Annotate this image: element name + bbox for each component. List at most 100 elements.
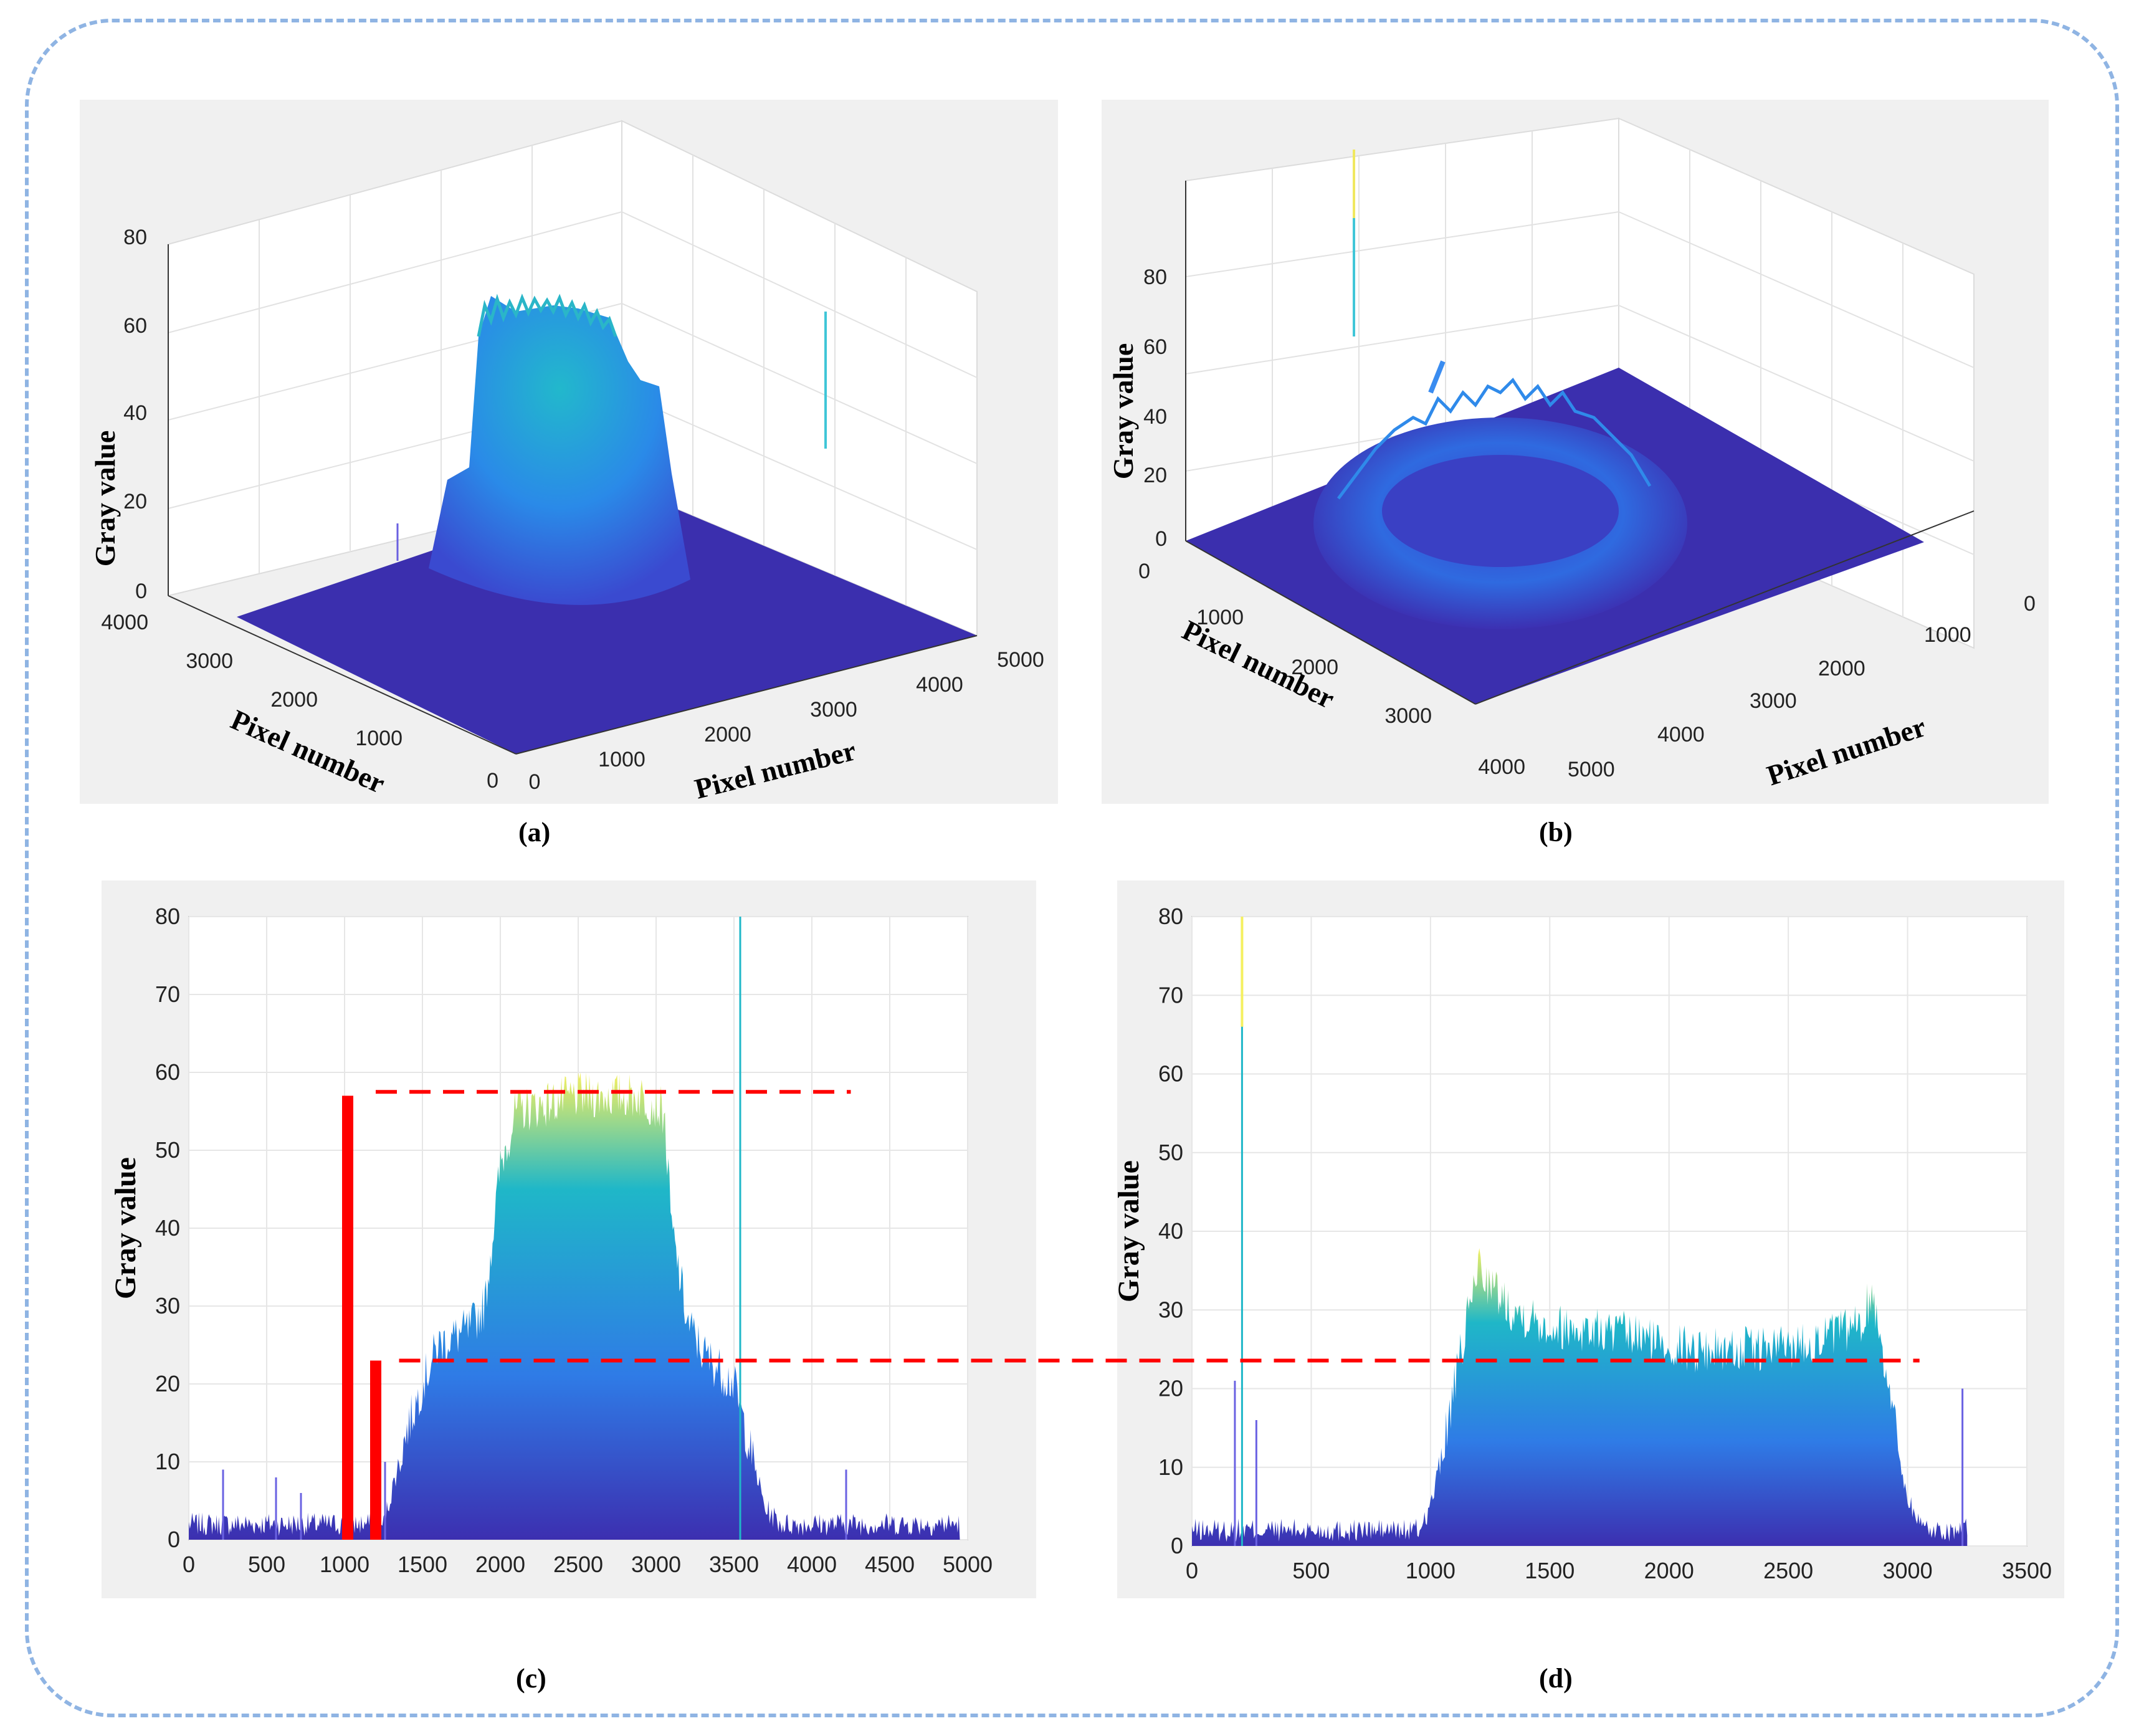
- y-tick-label: 80: [155, 904, 180, 929]
- y-axis: [168, 595, 517, 755]
- y-tick-label: 40: [1158, 1218, 1183, 1244]
- panel-c-svg: 0 500 1000 1500 2000 2500 3000 3500 4000 4500 5000…: [109, 904, 993, 1598]
- panel-b-svg: 80 60 40 20 0 0 1000 2000 3000 4000 0 10…: [1107, 117, 2036, 791]
- z-tick: 60: [1143, 335, 1167, 359]
- y-axis-label: Gray value: [1117, 1160, 1145, 1302]
- x-tick: 2000: [1818, 657, 1865, 680]
- z-tick: 0: [135, 579, 147, 603]
- y-tick-label: 60: [1158, 1061, 1183, 1087]
- x-tick: 4000: [916, 673, 963, 697]
- y-tick-label: 20: [1158, 1376, 1183, 1401]
- x-axis-label: Pixel number: [492, 1596, 664, 1598]
- y-tick-label: 10: [155, 1449, 180, 1474]
- ring-noise: [1337, 378, 1652, 500]
- y-tick-label: 0: [168, 1527, 180, 1552]
- x-tick-label: 500: [248, 1552, 285, 1577]
- y-tick: 2000: [1291, 656, 1338, 679]
- panel-a-svg: 80 60 40 20 0 4000 3000 2000 1000 0 0 10…: [89, 120, 1044, 804]
- z-tick: 80: [1143, 265, 1167, 289]
- x-axis-label: Pixel number: [1763, 710, 1930, 791]
- x-tick-label: 3500: [2002, 1558, 2052, 1583]
- x-tick-label: 1500: [398, 1552, 447, 1577]
- z-tick: 0: [1155, 527, 1167, 551]
- x-tick-label: 2000: [1644, 1558, 1694, 1583]
- x-tick: 4000: [1657, 723, 1705, 746]
- y-tick: 0: [1138, 560, 1150, 583]
- z-tick: 20: [123, 490, 147, 513]
- panel-b-3d-plot: 80 60 40 20 0 0 1000 2000 3000 4000 0 10…: [1102, 100, 2049, 804]
- dashed-frame: [25, 19, 2119, 1717]
- y-tick: 4000: [1478, 755, 1525, 779]
- y-tick-label: 10: [1158, 1454, 1183, 1480]
- ring-center: [1382, 455, 1619, 567]
- x-tick: 5000: [1568, 758, 1615, 781]
- x-tick-label: 2500: [1763, 1558, 1813, 1583]
- x-tick-label: 2000: [475, 1552, 525, 1577]
- caption-d: (d): [1539, 1663, 1573, 1694]
- z-tick: 40: [123, 401, 147, 425]
- annotation-bar-high: [342, 1095, 353, 1540]
- y-axis-label: Pixel number: [226, 703, 389, 799]
- x-axis: [515, 635, 978, 755]
- z-tick: 60: [123, 314, 147, 338]
- ring-peak: [1428, 360, 1446, 394]
- annotation-bar-low: [370, 1360, 381, 1540]
- y-tick-label: 30: [1158, 1297, 1183, 1322]
- caption-b: (b): [1539, 817, 1573, 847]
- y-tick: 0: [487, 769, 498, 793]
- x-tick-label: 3500: [709, 1552, 759, 1577]
- y-tick-label: 40: [155, 1215, 180, 1241]
- y-tick: 3000: [1384, 704, 1432, 728]
- x-tick-label: 1000: [320, 1552, 369, 1577]
- y-tick-label: 30: [155, 1293, 180, 1319]
- grid-lines: [1185, 131, 1975, 617]
- plateau-surface: [429, 296, 690, 605]
- panel-d-svg: 0 500 1000 1500 2000 2500 3000 3500 0 10 20 30 40 50 6…: [1117, 904, 2052, 1583]
- y-tick-label: 0: [1171, 1533, 1183, 1558]
- y-tick-label: 60: [155, 1059, 180, 1085]
- x-tick: 3000: [810, 698, 857, 722]
- x-tick: 2000: [704, 723, 751, 746]
- y-tick: 3000: [186, 649, 233, 673]
- profile-area: [189, 1072, 960, 1540]
- plateau-noise: [477, 293, 617, 337]
- y-tick: 1000: [1196, 606, 1244, 629]
- x-tick-label: 3000: [631, 1552, 681, 1577]
- floor-surface: [237, 486, 977, 754]
- z-axis-label: Gray value: [89, 431, 121, 566]
- x-tick: 0: [2024, 592, 2036, 616]
- y-tick: 2000: [270, 688, 318, 712]
- x-tick-label: 4500: [865, 1552, 915, 1577]
- y-tick-label: 70: [155, 981, 180, 1007]
- x-tick-label: 5000: [943, 1552, 993, 1577]
- profile-area: [1192, 1248, 1968, 1546]
- z-axis-label: Gray value: [1107, 343, 1139, 479]
- z-tick: 20: [1143, 464, 1167, 487]
- x-tick: 1000: [598, 748, 646, 771]
- z-tick: 80: [123, 226, 147, 249]
- y-tick: 4000: [101, 611, 148, 634]
- y-tick-label: 50: [1158, 1140, 1183, 1165]
- x-tick-label: 1500: [1525, 1558, 1575, 1583]
- x-axis: [1475, 510, 1975, 705]
- x-tick-label: 2500: [553, 1552, 603, 1577]
- caption-a: (a): [518, 817, 551, 847]
- y-tick-label: 50: [155, 1137, 180, 1163]
- panel-d-2d-plot: 0 500 1000 1500 2000 2500 3000 3500 0 10 20 30 40 50 6…: [1117, 880, 2064, 1598]
- y-tick-label: 20: [155, 1371, 180, 1396]
- x-tick: 3000: [1750, 689, 1797, 713]
- x-tick-label: 0: [183, 1552, 195, 1577]
- panel-c-2d-plot: 0 500 1000 1500 2000 2500 3000 3500 4000 4500 5000…: [102, 880, 1036, 1598]
- x-tick: 0: [529, 770, 541, 794]
- y-axis: [1185, 540, 1476, 705]
- x-tick-label: 0: [1186, 1558, 1198, 1583]
- x-tick-label: 4000: [787, 1552, 837, 1577]
- z-tick: 40: [1143, 405, 1167, 429]
- x-tick-label: 3000: [1883, 1558, 1933, 1583]
- x-tick-label: 500: [1292, 1558, 1330, 1583]
- panel-a-3d-plot: 80 60 40 20 0 4000 3000 2000 1000 0 0 10…: [80, 100, 1058, 804]
- caption-c: (c): [516, 1663, 546, 1694]
- y-axis-label: Gray value: [109, 1157, 142, 1299]
- y-tick-label: 80: [1158, 904, 1183, 929]
- x-tick-label: 1000: [1406, 1558, 1456, 1583]
